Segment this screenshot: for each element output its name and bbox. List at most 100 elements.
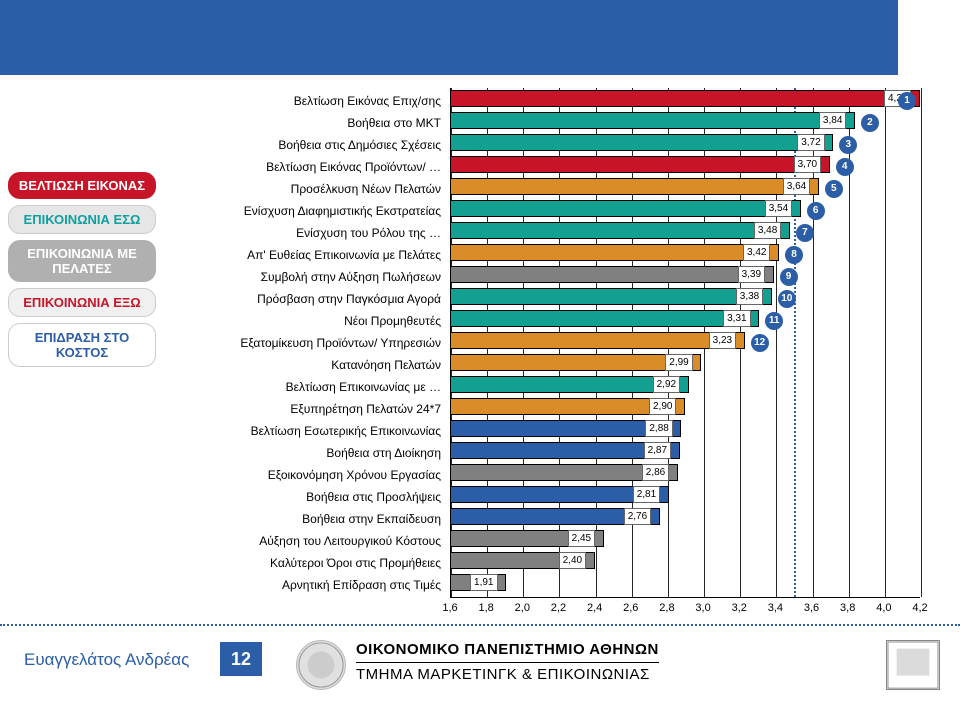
header-accent xyxy=(0,0,34,75)
chart-row-label: Ενίσχυση Διαφημιστικής Εκστρατείας xyxy=(165,200,445,222)
chart-value-label: 2,86 xyxy=(642,464,669,481)
chart-value-label: 3,64 xyxy=(783,178,810,195)
chart-value-label: 3,48 xyxy=(754,222,781,239)
chart-row-label: Βελτίωση Εσωτερικής Επικοινωνίας xyxy=(165,420,445,442)
chart-bar xyxy=(450,310,759,327)
footer: Ευαγγελάτος Ανδρέας 12 ΟΙΚΟΝΟΜΙΚΟ ΠΑΝΕΠΙ… xyxy=(0,636,960,696)
chart-xtick-label: 2,6 xyxy=(623,602,638,614)
chart-xtick-label: 3,6 xyxy=(804,602,819,614)
footer-author: Ευαγγελάτος Ανδρέας xyxy=(24,650,189,670)
chart-gridline xyxy=(921,88,922,597)
chart-row-label: Προσέλκυση Νέων Πελατών xyxy=(165,178,445,200)
chart-bar xyxy=(450,112,855,129)
chart: Βελτίωση Εικόνας Επιχ/σης4,201Βοήθεια στ… xyxy=(165,88,937,618)
chart-rank-badge: 11 xyxy=(765,312,783,330)
chart-value-label: 2,76 xyxy=(624,508,651,525)
chart-value-label: 2,90 xyxy=(649,398,676,415)
chart-row-label: Βοήθεια στις Προσλήψεις xyxy=(165,486,445,508)
chart-row-label: Βοήθεια στις Δημόσιες Σχέσεις xyxy=(165,134,445,156)
chart-value-label: 3,84 xyxy=(819,112,846,129)
sidebar-badge: ΕΠΙΚΟΙΝΩΝΙΑ ΕΞΩ xyxy=(8,288,156,317)
footer-uni-line2: ΤΜΗΜΑ ΜΑΡΚΕΤΙΝΓΚ & ΕΠΙΚΟΙΝΩΝΙΑΣ xyxy=(356,662,659,685)
chart-xtick-label: 4,0 xyxy=(876,602,891,614)
chart-xticks: 1,61,82,02,22,42,62,83,03,23,43,63,84,04… xyxy=(450,602,920,622)
chart-value-label: 1,91 xyxy=(470,574,497,591)
chart-rank-badge: 12 xyxy=(751,334,769,352)
chart-row-label: Αύξηση του Λειτουργικού Κόστους xyxy=(165,530,445,552)
chart-rank-badge: 5 xyxy=(825,180,843,198)
footer-page-number: 12 xyxy=(220,642,262,676)
header-background xyxy=(34,0,898,75)
chart-bar xyxy=(450,178,819,195)
chart-row-label: Βοήθεια στην Εκπαίδευση xyxy=(165,508,445,530)
chart-rank-badge: 8 xyxy=(785,246,803,264)
chart-row-label: Βελτίωση Εικόνας Επιχ/σης xyxy=(165,90,445,112)
chart-value-label: 2,99 xyxy=(665,354,692,371)
footer-university: ΟΙΚΟΝΟΜΙΚΟ ΠΑΝΕΠΙΣΤΗΜΙΟ ΑΘΗΝΩΝ ΤΜΗΜΑ ΜΑΡ… xyxy=(356,640,659,685)
chart-row-label: Καλύτεροι Όροι στις Προμήθειες xyxy=(165,552,445,574)
chart-value-label: 2,45 xyxy=(568,530,595,547)
sidebar-badge: ΕΠΙΚΟΙΝΩΝΙΑ ΜΕ ΠΕΛΑΤΕΣ xyxy=(8,240,156,282)
chart-xtick-label: 2,0 xyxy=(515,602,530,614)
chart-row-label: Βοήθεια στη Διοίκηση xyxy=(165,442,445,464)
chart-row-label: Εξατομίκευση Προϊόντων/ Υπηρεσιών xyxy=(165,332,445,354)
chart-bar xyxy=(450,200,801,217)
chart-bar xyxy=(450,288,772,305)
chart-value-label: 3,39 xyxy=(738,266,765,283)
university-seal-icon xyxy=(296,640,346,690)
chart-value-label: 2,92 xyxy=(653,376,680,393)
chart-rank-badge: 4 xyxy=(836,158,854,176)
chart-row-label: Αρνητική Επίδραση στις Τιμές xyxy=(165,574,445,596)
chart-row-label: Εξοικονόμηση Χρόνου Εργασίας xyxy=(165,464,445,486)
chart-xtick-label: 2,2 xyxy=(551,602,566,614)
chart-row-label: Κατανόηση Πελατών xyxy=(165,354,445,376)
chart-rank-badge: 6 xyxy=(807,202,825,220)
chart-bar xyxy=(450,354,701,371)
chart-gridline xyxy=(885,88,886,597)
institute-logo-icon xyxy=(886,640,940,690)
chart-xtick-label: 3,0 xyxy=(695,602,710,614)
chart-xtick-label: 1,6 xyxy=(442,602,457,614)
chart-bar xyxy=(450,244,779,261)
chart-rank-badge: 2 xyxy=(861,114,879,132)
chart-rank-badge: 10 xyxy=(778,290,796,308)
chart-row-label: Νέοι Προμηθευτές xyxy=(165,310,445,332)
chart-value-label: 3,23 xyxy=(709,332,736,349)
chart-bar xyxy=(450,90,920,107)
chart-bar xyxy=(450,266,774,283)
chart-value-label: 3,72 xyxy=(797,134,824,151)
chart-row-label: Απ' Ευθείας Επικοινωνία με Πελάτες xyxy=(165,244,445,266)
sidebar-badge: ΕΠΙΔΡΑΣΗ ΣΤΟ ΚΟΣΤΟΣ xyxy=(8,323,156,367)
footer-uni-line1: ΟΙΚΟΝΟΜΙΚΟ ΠΑΝΕΠΙΣΤΗΜΙΟ ΑΘΗΝΩΝ xyxy=(356,640,659,660)
chart-row-label: Εξυπηρέτηση Πελατών 24*7 xyxy=(165,398,445,420)
header: 11. Σημαντικότητα των παραγόντων των απο… xyxy=(0,0,960,82)
sidebar-badge: ΕΠΙΚΟΙΝΩΝΙΑ ΕΣΩ xyxy=(8,205,156,234)
chart-rank-badge: 7 xyxy=(796,224,814,242)
chart-row-label: Ενίσχυση του Ρόλου της … xyxy=(165,222,445,244)
chart-rank-badge: 1 xyxy=(898,92,916,110)
chart-rank-badge: 9 xyxy=(780,268,798,286)
chart-xtick-label: 2,4 xyxy=(587,602,602,614)
chart-value-label: 3,54 xyxy=(765,200,792,217)
chart-xtick-label: 2,8 xyxy=(659,602,674,614)
footer-divider xyxy=(0,624,960,626)
chart-bar xyxy=(450,222,790,239)
chart-bar xyxy=(450,156,830,173)
chart-xtick-label: 3,4 xyxy=(768,602,783,614)
chart-bar xyxy=(450,332,745,349)
chart-row-label: Πρόσβαση στην Παγκόσμια Αγορά xyxy=(165,288,445,310)
sidebar-badge: ΒΕΛΤΙΩΣΗ ΕΙΚΟΝΑΣ xyxy=(8,172,156,199)
chart-value-label: 2,81 xyxy=(633,486,660,503)
chart-bar xyxy=(450,134,833,151)
chart-row-label: Συμβολή στην Αύξηση Πωλήσεων xyxy=(165,266,445,288)
chart-row-label: Βελτίωση Επικοινωνίας με … xyxy=(165,376,445,398)
chart-xtick-label: 1,8 xyxy=(478,602,493,614)
chart-xtick-label: 3,2 xyxy=(732,602,747,614)
chart-xtick-label: 4,2 xyxy=(912,602,927,614)
sidebar: ΒΕΛΤΙΩΣΗ ΕΙΚΟΝΑΣ ΕΠΙΚΟΙΝΩΝΙΑ ΕΣΩ ΕΠΙΚΟΙΝΩΝ… xyxy=(8,172,156,373)
chart-value-label: 3,38 xyxy=(736,288,763,305)
chart-xtick-label: 3,8 xyxy=(840,602,855,614)
chart-value-label: 3,70 xyxy=(794,156,821,173)
chart-value-label: 3,42 xyxy=(743,244,770,261)
chart-value-label: 2,87 xyxy=(644,442,671,459)
